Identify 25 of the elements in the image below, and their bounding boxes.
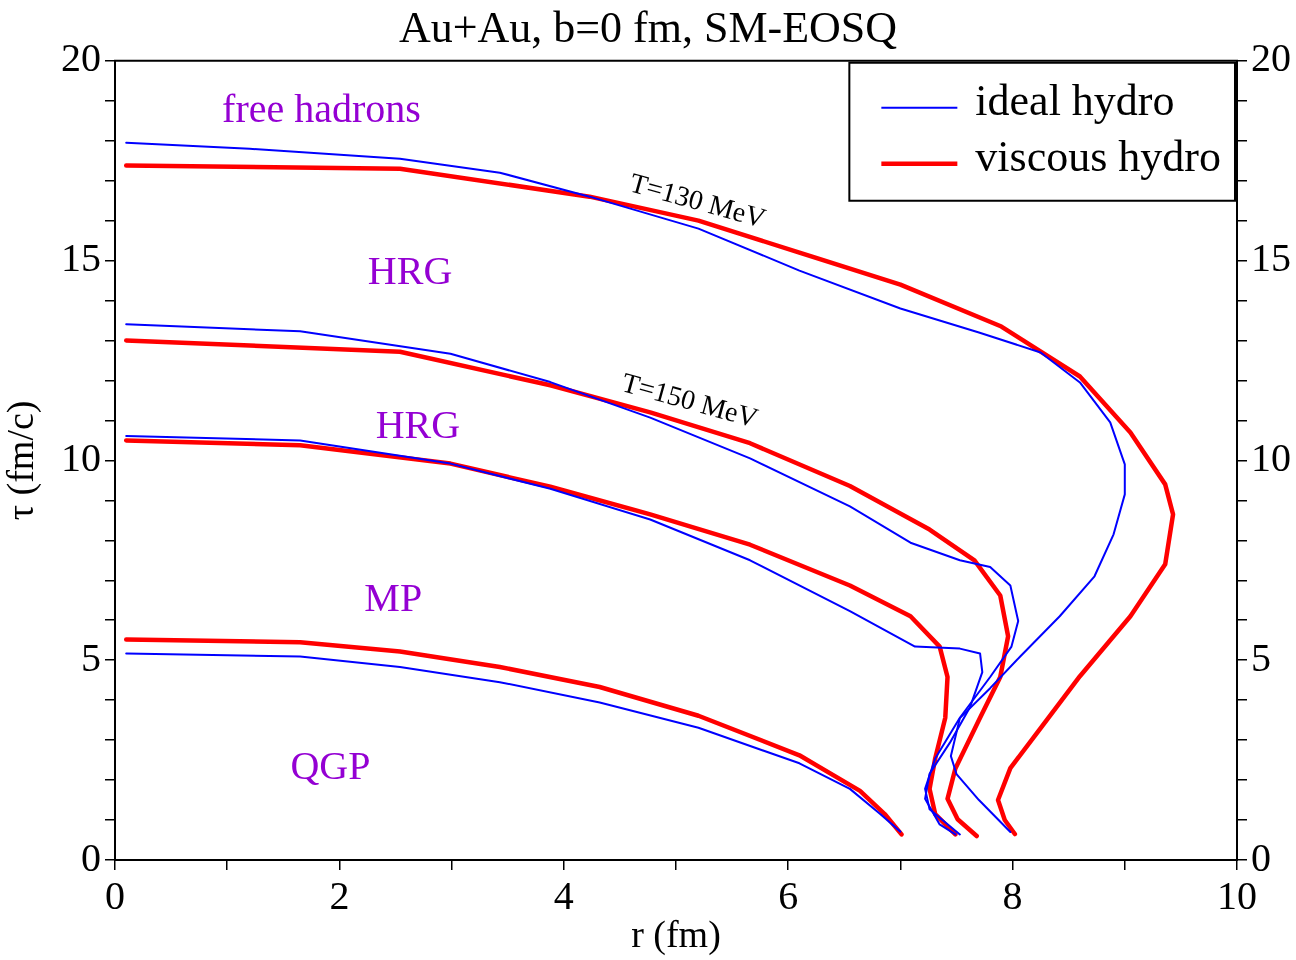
annotation: HRG <box>367 247 453 293</box>
y2-tick-label: 20 <box>1251 35 1291 81</box>
annotation: T=150 MeV <box>618 366 762 434</box>
y-tick-label: 20 <box>61 35 101 81</box>
y-tick-label: 5 <box>81 634 101 680</box>
y-tick-label: 10 <box>61 434 101 480</box>
x-tick-label: 4 <box>553 872 574 918</box>
x-tick-label: 2 <box>329 872 350 918</box>
chart-title: Au+Au, b=0 fm, SM-EOSQ <box>398 2 898 52</box>
annotation: HRG <box>375 402 461 448</box>
annotation: free hadrons <box>222 85 421 131</box>
legend-label: ideal hydro <box>975 76 1175 126</box>
annotation: QGP <box>290 742 371 788</box>
y-tick-label: 0 <box>81 834 101 880</box>
legend-label: viscous hydro <box>975 132 1221 182</box>
annotation: T=130 MeV <box>626 166 770 234</box>
x-tick-label: 6 <box>778 872 799 918</box>
y2-tick-label: 15 <box>1251 235 1291 281</box>
annotation: MP <box>364 574 423 620</box>
x-axis-title: r (fm) <box>631 913 721 957</box>
y2-tick-label: 5 <box>1251 634 1271 680</box>
y2-tick-label: 10 <box>1251 434 1291 480</box>
y-tick-label: 15 <box>61 235 101 281</box>
y-axis-title: τ (fm/c) <box>0 400 42 521</box>
x-tick-label: 8 <box>1002 872 1023 918</box>
